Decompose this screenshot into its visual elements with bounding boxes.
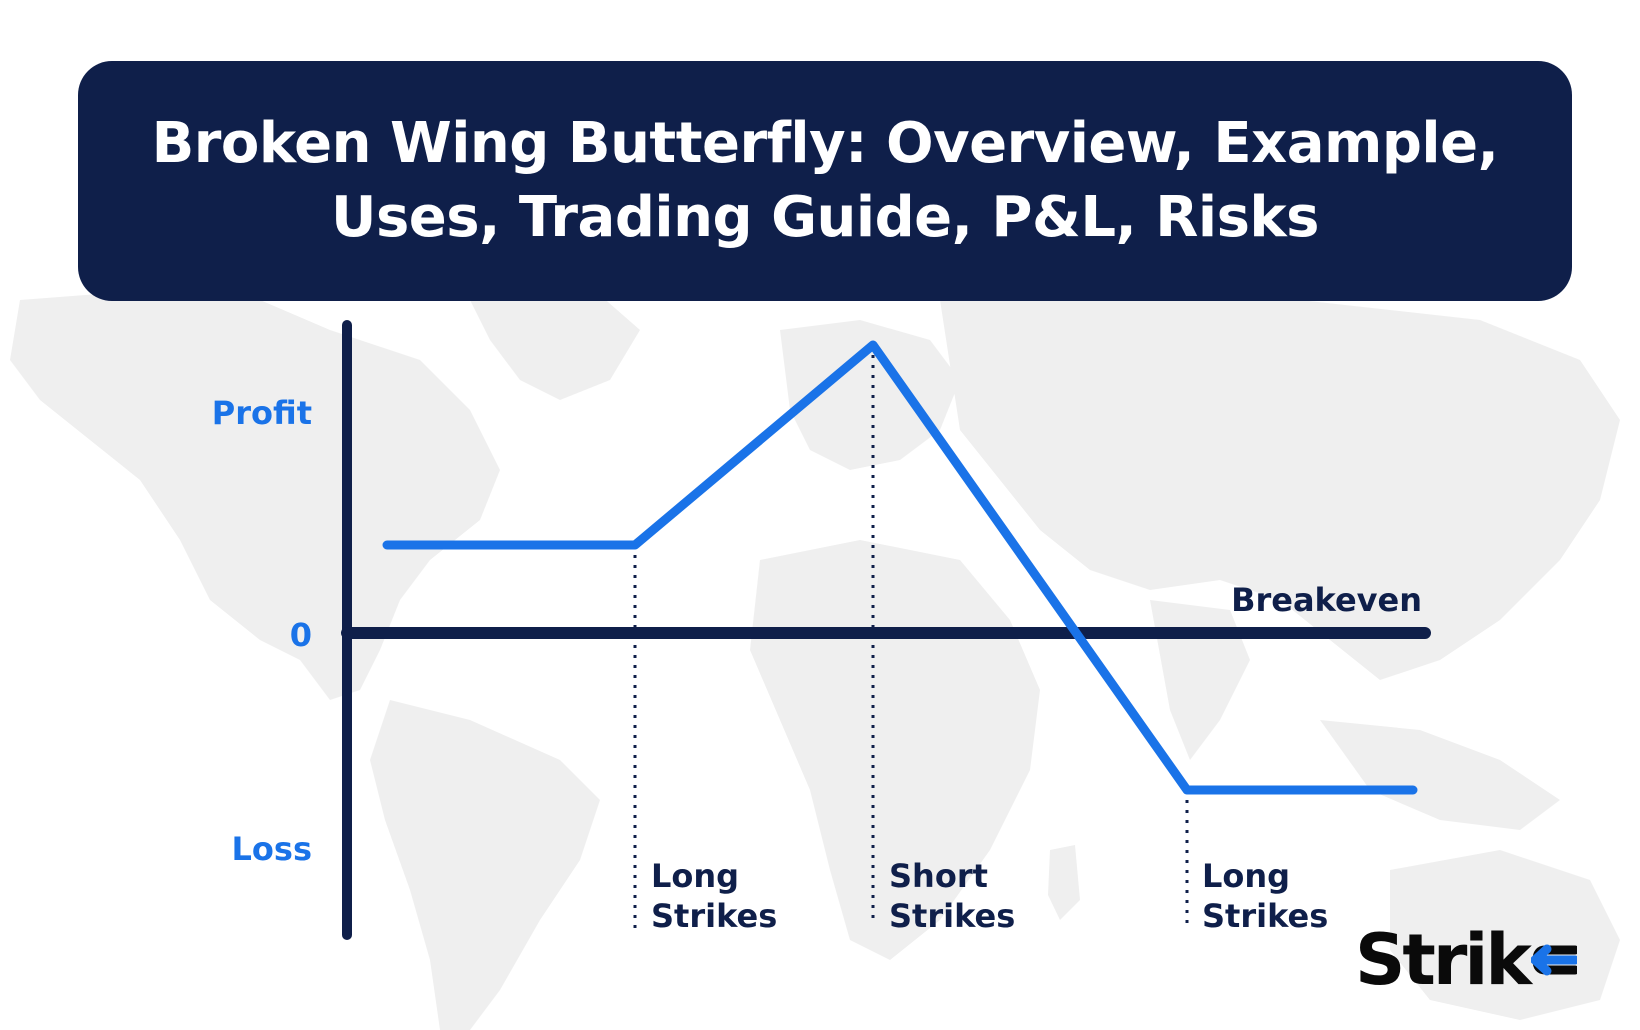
profit-label: Profit [212, 394, 312, 432]
title-line-2: Uses, Trading Guide, P&L, Risks [331, 185, 1320, 250]
strike-label-long-1-line1: Long [651, 857, 739, 895]
strike-label-long-1-line2: Strikes [651, 897, 777, 935]
payoff-line [382, 340, 1418, 795]
strike-label-long-2-line1: Long [1202, 857, 1290, 895]
strike-label-long-2-line2: Strikes [1202, 897, 1328, 935]
zero-label: 0 [290, 616, 312, 654]
strike-label-short-line2: Strikes [889, 897, 1015, 935]
e-arrow-icon [1530, 944, 1577, 976]
loss-label: Loss [232, 830, 312, 868]
breakeven-label: Breakeven [1231, 581, 1422, 619]
logo-text: Strik [1355, 919, 1532, 1001]
title-banner: Broken Wing Butterfly: Overview, Example… [78, 61, 1572, 301]
strike-logo: Strik [1355, 915, 1577, 1005]
strike-label-short-line1: Short [889, 857, 988, 895]
title-line-1: Broken Wing Butterfly: Overview, Example… [151, 111, 1499, 176]
